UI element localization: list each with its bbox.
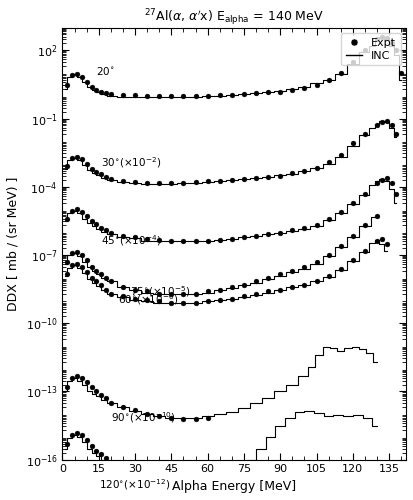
Text: 20$^{\circ}$: 20$^{\circ}$ [96, 65, 115, 77]
X-axis label: Alpha Energy [MeV]: Alpha Energy [MeV] [172, 480, 297, 493]
Text: 45$^{\circ}$($\times$10$^{-4}$): 45$^{\circ}$($\times$10$^{-4}$) [101, 234, 161, 248]
Text: 90$^{\circ}$($\times$10$^{-10}$): 90$^{\circ}$($\times$10$^{-10}$) [111, 410, 176, 424]
Text: 75$^{\circ}$($\times$10$^{-5}$): 75$^{\circ}$($\times$10$^{-5}$) [130, 284, 190, 300]
Y-axis label: DDX [ mb / (sr MeV) ]: DDX [ mb / (sr MeV) ] [7, 176, 20, 311]
Text: 60$^{\circ}$($\times$10$^{-6}$): 60$^{\circ}$($\times$10$^{-6}$) [118, 292, 178, 308]
Text: 30$^{\circ}$($\times$10$^{-2}$): 30$^{\circ}$($\times$10$^{-2}$) [101, 156, 161, 170]
Title: $^{27}$Al($\alpha$, $\alpha$$^{\prime}$x) E$_{\rm alpha}$ = 140 MeV: $^{27}$Al($\alpha$, $\alpha$$^{\prime}$x… [144, 7, 324, 28]
Legend: Expt, INC: Expt, INC [341, 33, 401, 66]
Text: 120$^{\circ}$($\times$10$^{-12}$): 120$^{\circ}$($\times$10$^{-12}$) [99, 477, 170, 492]
